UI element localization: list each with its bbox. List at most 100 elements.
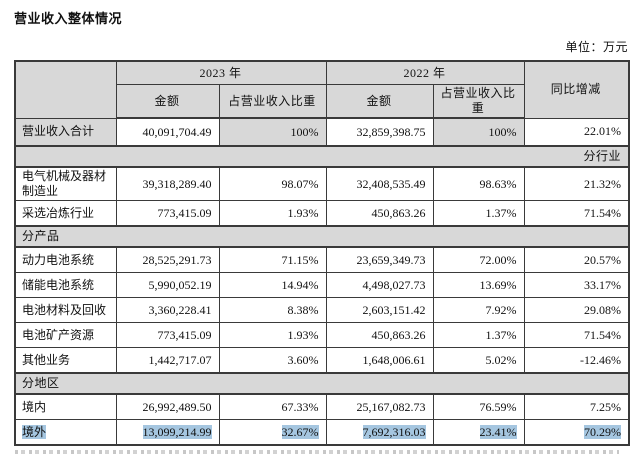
col-header-amount-2022: 金额	[325, 84, 434, 119]
cell-amount-2023: 39,318,289.40	[115, 166, 220, 201]
cell-proportion-2023: 8.38%	[218, 297, 327, 323]
clipped-text-line	[15, 450, 619, 454]
section-row: 分行业	[14, 145, 630, 168]
cell-text: 储能电池系统	[22, 277, 95, 292]
col-header-year-2023: 2023 年	[115, 60, 327, 85]
cell-amount-2023: 3,360,228.41	[115, 297, 220, 323]
cell-text: 3.60%	[287, 352, 319, 367]
cell-text: 13.69%	[479, 277, 517, 292]
revenue-table: 2023 年 2022 年 同比增减 金额 占营业收入比重 金额 占营业收入比重…	[14, 60, 631, 446]
section-title: 营业收入整体情况	[14, 11, 123, 26]
cell-amount-2023: 13,099,214.99	[115, 419, 220, 446]
cell-text: 1,648,006.61	[362, 352, 426, 367]
cell-yoy: 70.29%	[523, 419, 630, 446]
cell-proportion-2022: 5.02%	[432, 347, 525, 374]
cell-text: 98.63%	[479, 176, 517, 191]
col-header-proportion-2023: 占营业收入比重	[218, 84, 327, 119]
cell-text: 21.32%	[584, 176, 622, 191]
cell-yoy: 71.54%	[523, 200, 630, 227]
cell-text: 其他业务	[22, 352, 71, 367]
col-header-category	[14, 60, 117, 119]
cell-label: 营业收入合计	[14, 117, 117, 147]
table-row: 境外 13,099,214.99 32.67% 7,692,316.03 23.41% 7…	[14, 419, 630, 446]
cell-text: 29.08%	[584, 302, 622, 317]
cell-yoy: 20.57%	[523, 246, 630, 273]
cell-text: 1,442,717.07	[148, 352, 212, 367]
cell-yoy: 29.08%	[523, 297, 630, 323]
cell-amount-2023: 773,415.09	[115, 322, 220, 348]
cell-text: 20.57%	[584, 252, 622, 267]
table-row: 储能电池系统 5,990,052.19 14.94% 4,498,027.73 13.6…	[14, 272, 630, 298]
cell-proportion-2022: 100%	[432, 117, 525, 147]
cell-proportion-2023: 98.07%	[218, 166, 327, 201]
cell-proportion-2022: 98.63%	[432, 166, 525, 201]
cell-amount-2022: 1,648,006.61	[325, 347, 434, 374]
section-row: 分地区	[14, 372, 630, 395]
cell-text: 1.37%	[485, 205, 517, 220]
cell-yoy: 33.17%	[523, 272, 630, 298]
cell-proportion-2023: 1.93%	[218, 200, 327, 227]
cell-text: 电气机械及器材制造业	[22, 169, 107, 198]
cell-amount-2023: 40,091,704.49	[115, 117, 220, 147]
cell-proportion-2022: 1.37%	[432, 200, 525, 227]
table-body: 营业收入合计 40,091,704.49 100% 32,859,398.75 100%…	[14, 117, 630, 446]
cell-yoy: -12.46%	[523, 347, 630, 374]
cell-text: 电池矿产资源	[22, 327, 95, 342]
cell-proportion-2022: 23.41%	[432, 419, 525, 446]
cell-text: 39,318,289.40	[142, 176, 212, 191]
cell-amount-2022: 23,659,349.73	[325, 246, 434, 273]
cell-amount-2023: 26,992,489.50	[115, 393, 220, 420]
col-header-proportion-2022: 占营业收入比重	[432, 84, 525, 119]
cell-yoy: 71.54%	[523, 322, 630, 348]
cell-text: 28,525,291.73	[142, 252, 212, 267]
cell-proportion-2023: 3.60%	[218, 347, 327, 374]
cell-proportion-2023: 1.93%	[218, 322, 327, 348]
cell-text: 8.38%	[287, 302, 319, 317]
cell-text: 境内	[22, 399, 47, 414]
cell-label: 储能电池系统	[14, 272, 117, 298]
cell-text: -12.46%	[580, 352, 622, 367]
cell-label: 境外	[14, 419, 117, 446]
section-row: 分产品	[14, 225, 630, 248]
section-label: 分产品	[14, 225, 630, 248]
cell-text: 电池材料及回收	[22, 302, 107, 317]
cell-text: 450,863.26	[371, 327, 426, 342]
col-header-amount-2023: 金额	[115, 84, 220, 119]
cell-proportion-2022: 13.69%	[432, 272, 525, 298]
cell-amount-2022: 32,408,535.49	[325, 166, 434, 201]
cell-text: 773,415.09	[157, 327, 212, 342]
cell-text: 71.54%	[584, 205, 622, 220]
cell-amount-2022: 7,692,316.03	[325, 419, 434, 446]
cell-amount-2023: 1,442,717.07	[115, 347, 220, 374]
cell-label: 动力电池系统	[14, 246, 117, 273]
cell-text: 5.02%	[485, 352, 517, 367]
cell-label: 电池材料及回收	[14, 297, 117, 323]
cell-text: 23,659,349.73	[356, 252, 426, 267]
cell-text: 5,990,052.19	[148, 277, 212, 292]
cell-text: 98.07%	[281, 176, 319, 191]
cell-amount-2023: 773,415.09	[115, 200, 220, 227]
cell-amount-2022: 25,167,082.73	[325, 393, 434, 420]
cell-text: 67.33%	[281, 399, 319, 414]
cell-text: 1.93%	[287, 327, 319, 342]
cell-text: 100%	[290, 124, 319, 139]
table-header: 2023 年 2022 年 同比增减 金额 占营业收入比重 金额 占营业收入比重	[14, 60, 630, 119]
cell-proportion-2022: 76.59%	[432, 393, 525, 420]
cell-label: 境内	[14, 393, 117, 420]
cell-text: 1.37%	[485, 327, 517, 342]
cell-text: 7.92%	[485, 302, 517, 317]
cell-proportion-2023: 71.15%	[218, 246, 327, 273]
cell-text: 14.94%	[281, 277, 319, 292]
cell-label: 电池矿产资源	[14, 322, 117, 348]
cell-proportion-2022: 7.92%	[432, 297, 525, 323]
cell-yoy: 21.32%	[523, 166, 630, 201]
cell-text: 25,167,082.73	[356, 399, 426, 414]
table-row: 营业收入合计 40,091,704.49 100% 32,859,398.75 100%…	[14, 117, 630, 147]
cell-text: 22.01%	[584, 124, 622, 139]
cell-amount-2022: 2,603,151.42	[325, 297, 434, 323]
table-row: 动力电池系统 28,525,291.73 71.15% 23,659,349.73 72…	[14, 246, 630, 273]
cell-proportion-2023: 14.94%	[218, 272, 327, 298]
header-row-measures: 金额 占营业收入比重 金额 占营业收入比重	[15, 84, 629, 119]
cell-label: 电气机械及器材制造业	[14, 166, 117, 201]
